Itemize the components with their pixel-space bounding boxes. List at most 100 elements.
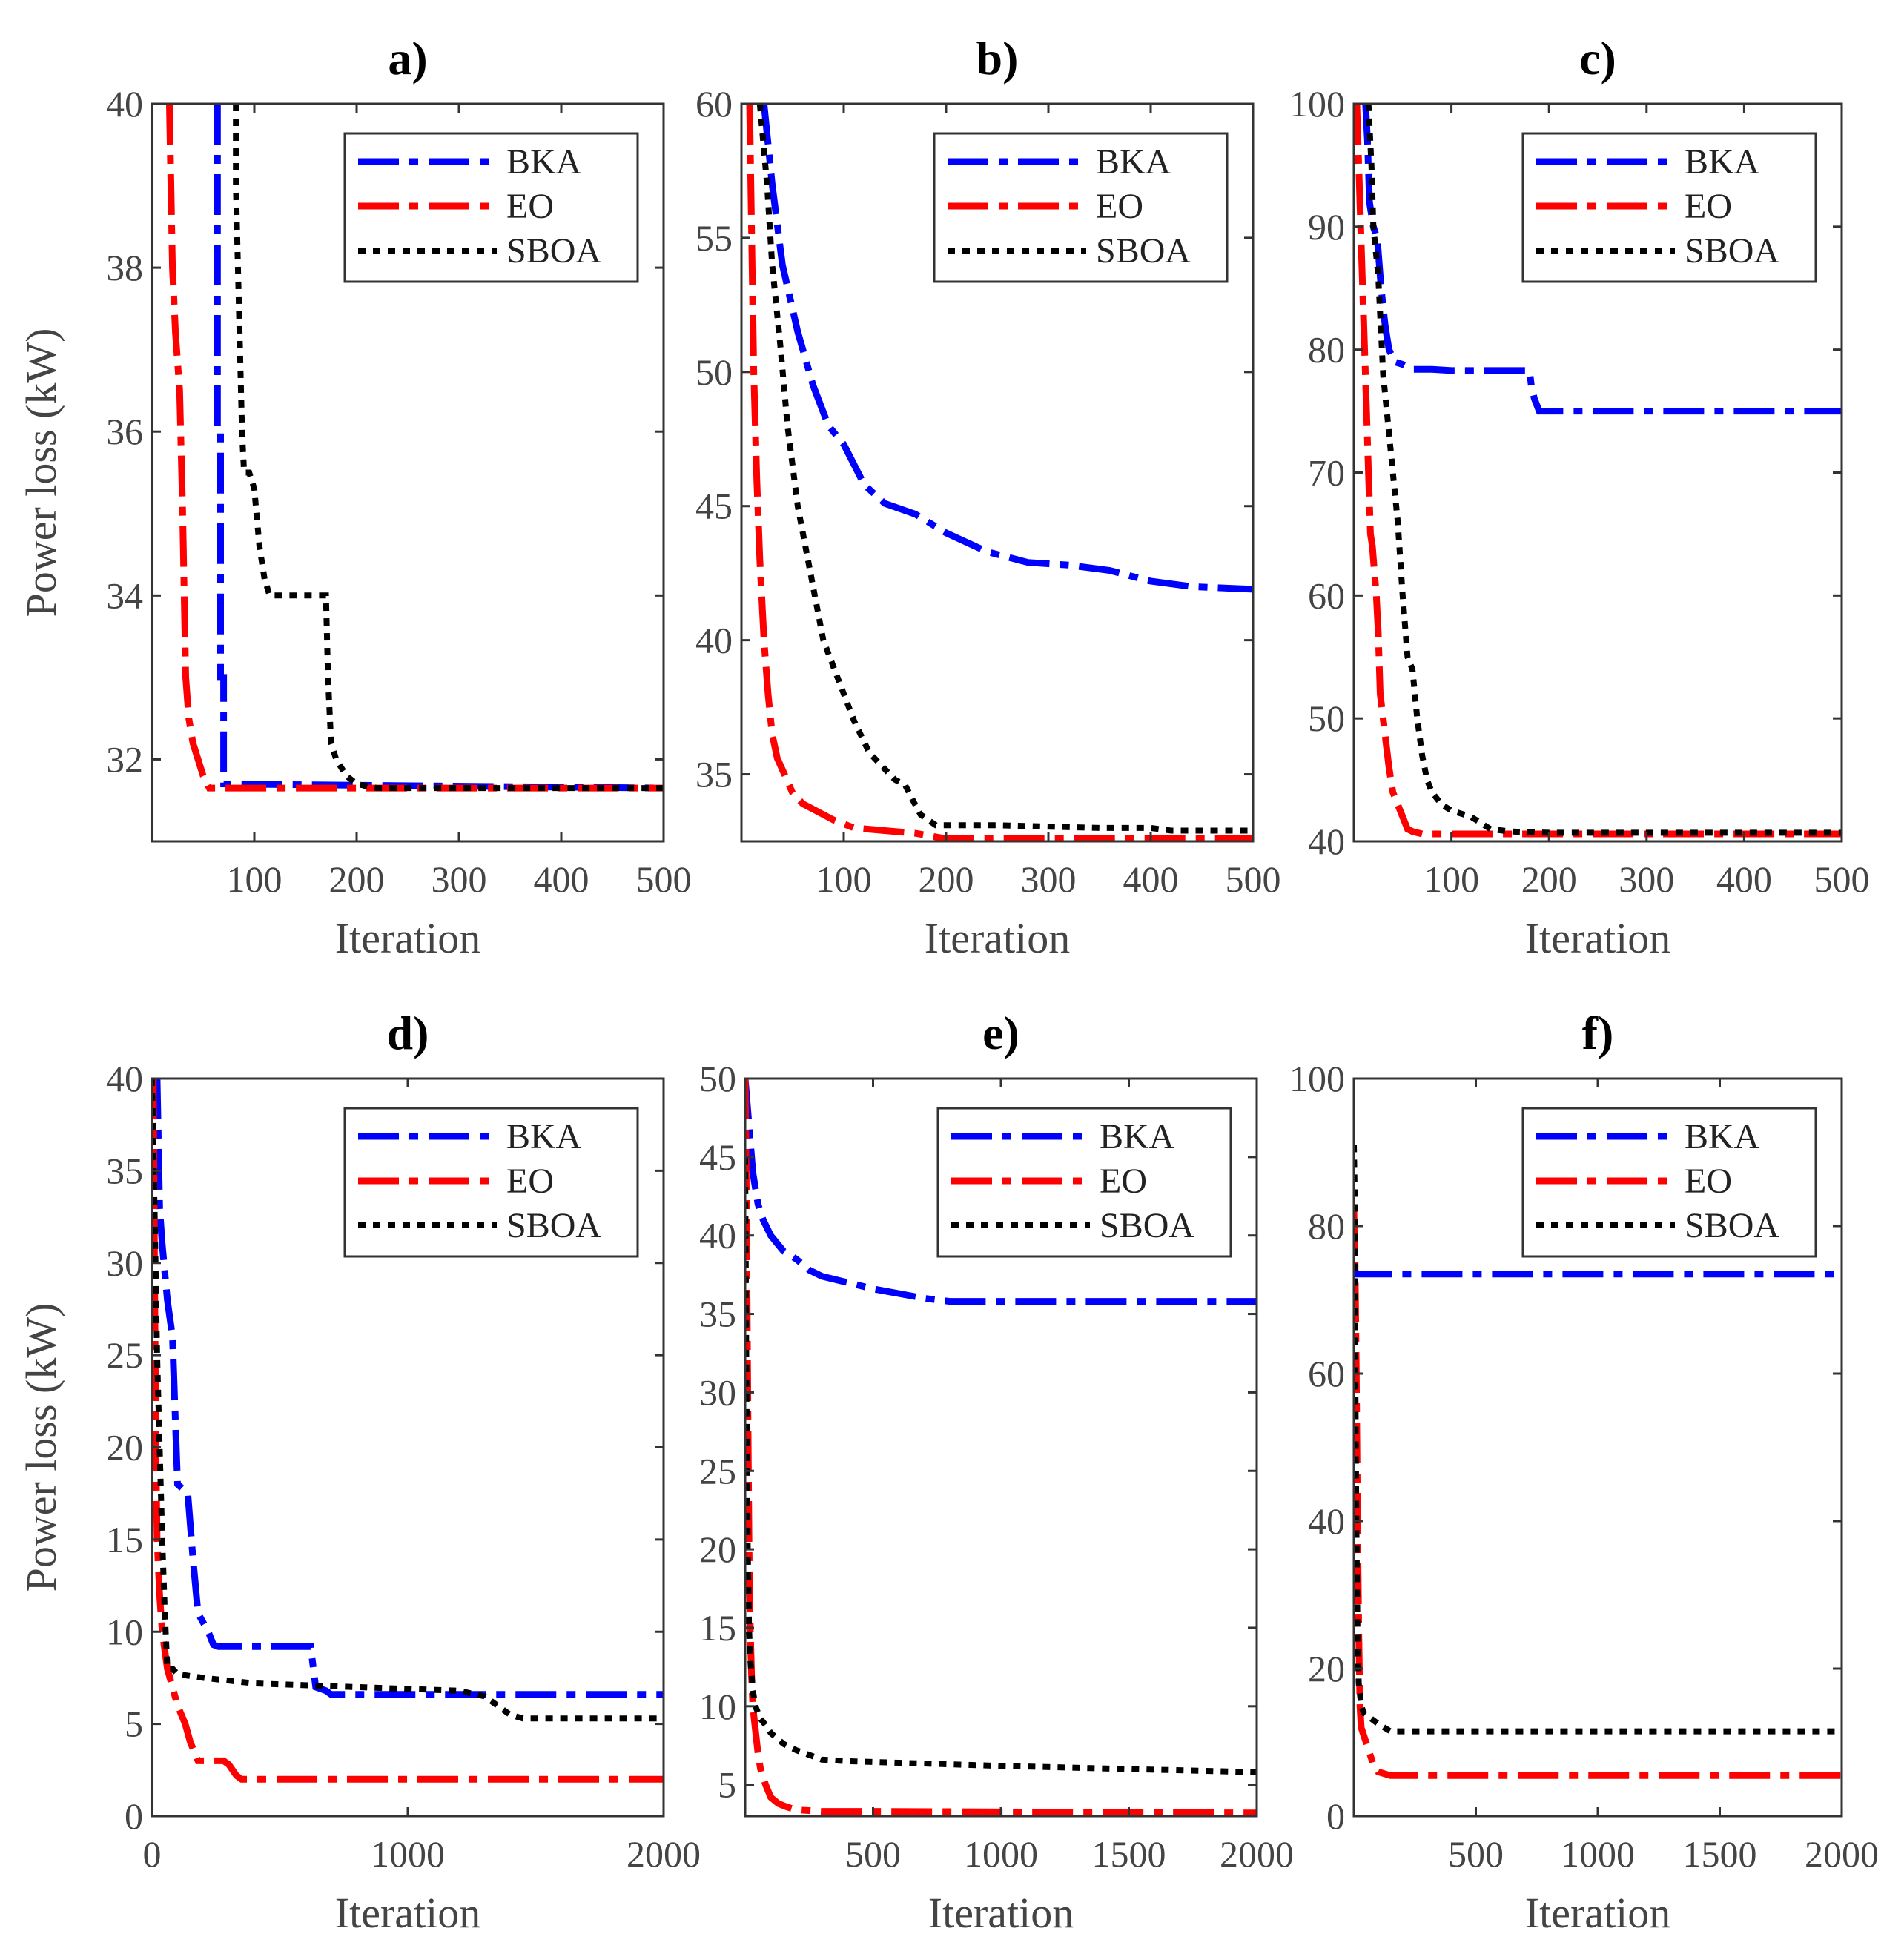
- x-axis-label: Iteration: [925, 914, 1070, 962]
- series-line-eo: [152, 1079, 664, 1783]
- legend-label-sboa: SBOA: [1096, 231, 1191, 271]
- x-tick-label: 500: [1814, 858, 1870, 900]
- x-tick-label: 1000: [371, 1833, 445, 1875]
- x-axis-label: Iteration: [1525, 1889, 1670, 1937]
- x-axis-label: Iteration: [928, 1889, 1074, 1937]
- legend-label-bka: BKA: [1685, 1117, 1760, 1156]
- y-tick-label: 34: [106, 574, 143, 616]
- legend-label-eo: EO: [1685, 1162, 1732, 1201]
- chart-title: a): [388, 32, 427, 85]
- chart-title: b): [976, 32, 1019, 85]
- y-tick-label: 35: [695, 754, 733, 795]
- series-line-eo: [745, 1079, 1257, 1816]
- series-group: [166, 104, 664, 792]
- series-line-eo: [1354, 1211, 1842, 1779]
- y-tick-label: 100: [1289, 83, 1345, 125]
- y-tick-label: 15: [106, 1519, 143, 1560]
- y-tick-label: 50: [699, 1058, 736, 1099]
- y-tick-label: 36: [106, 411, 143, 452]
- chart-title: c): [1579, 32, 1616, 85]
- series-line-bka: [760, 104, 1253, 593]
- y-tick-label: 60: [1308, 1353, 1345, 1394]
- y-tick-label: 45: [699, 1136, 736, 1178]
- series-group: [1354, 104, 1842, 838]
- y-tick-label: 5: [718, 1764, 736, 1806]
- legend-label-bka: BKA: [1096, 142, 1171, 182]
- subplot-a: 32 34 36 38 40 100 200 300 400 500 a) Iteration Powe…: [17, 32, 692, 962]
- series-line-bka: [214, 104, 664, 792]
- y-tick-label: 40: [1308, 821, 1345, 862]
- series-line-bka: [1362, 104, 1842, 415]
- subplot-b: 35 40 45 50 55 60 100 200 300 400 500 b) Iteration BK…: [695, 32, 1281, 962]
- legend-label-sboa: SBOA: [1100, 1206, 1194, 1245]
- x-tick-label: 0: [143, 1833, 162, 1875]
- y-tick-label: 90: [1308, 206, 1345, 248]
- subplot-e: 5 10 15 20 25 30 35 40 45 50 500 1000 1500 2000 e) Iter…: [699, 1007, 1294, 1937]
- legend-label-sboa: SBOA: [506, 1206, 601, 1245]
- legend-label-eo: EO: [1100, 1162, 1147, 1201]
- y-tick-label: 15: [699, 1607, 736, 1649]
- series-line-eo: [1354, 104, 1842, 838]
- y-tick-label: 100: [1289, 1058, 1345, 1099]
- series-line-eo: [746, 104, 1253, 841]
- y-tick-label: 30: [106, 1242, 143, 1284]
- x-tick-label: 1500: [1092, 1833, 1166, 1875]
- y-tick-label: 10: [106, 1611, 143, 1652]
- x-tick-label: 100: [227, 858, 282, 900]
- y-tick-label: 80: [1308, 1205, 1345, 1247]
- chart-title: e): [982, 1007, 1019, 1059]
- series-line-sboa: [233, 104, 664, 792]
- y-tick-label: 45: [695, 486, 733, 527]
- series-line-eo: [166, 104, 664, 792]
- x-tick-label: 2000: [1805, 1833, 1879, 1875]
- legend-label-bka: BKA: [1100, 1117, 1175, 1156]
- x-tick-label: 1000: [964, 1833, 1038, 1875]
- legend-label-bka: BKA: [506, 142, 582, 182]
- y-tick-label: 0: [125, 1795, 143, 1837]
- axes-box: [740, 102, 1255, 843]
- x-tick-label: 500: [636, 858, 692, 900]
- series-group: [746, 104, 1253, 841]
- axes-box: [151, 102, 665, 843]
- series-group: [745, 1079, 1257, 1816]
- y-tick-label: 20: [106, 1427, 143, 1468]
- subplot-d: 0 5 10 15 20 25 30 35 40 0 1000 2000 d) Iteration Powe…: [17, 1007, 701, 1937]
- y-axis-label: Power loss (kW): [17, 1303, 65, 1592]
- legend-label-eo: EO: [1096, 187, 1143, 226]
- y-tick-label: 70: [1308, 452, 1345, 494]
- y-tick-label: 80: [1308, 329, 1345, 371]
- y-tick-label: 20: [699, 1529, 736, 1570]
- series-line-sboa: [756, 104, 1253, 834]
- series-line-sboa: [152, 1079, 664, 1722]
- x-tick-label: 2000: [1220, 1833, 1294, 1875]
- x-tick-label: 300: [432, 858, 487, 900]
- y-axis-label: Power loss (kW): [17, 328, 65, 617]
- y-tick-label: 40: [699, 1215, 736, 1256]
- x-tick-label: 500: [1226, 858, 1281, 900]
- legend-label-eo: EO: [506, 187, 554, 226]
- x-tick-label: 200: [329, 858, 385, 900]
- y-tick-label: 40: [1308, 1500, 1345, 1542]
- subplot-c: 40 50 60 70 80 90 100 100 200 300 400 500 c) Iteratio…: [1289, 32, 1870, 962]
- x-tick-label: 400: [1716, 858, 1772, 900]
- x-tick-label: 200: [919, 858, 974, 900]
- series-line-sboa: [1354, 1145, 1842, 1735]
- legend-label-bka: BKA: [506, 1117, 582, 1156]
- y-tick-label: 35: [699, 1294, 736, 1335]
- legend: BKA EO SBOA: [1521, 132, 1817, 283]
- y-tick-label: 32: [106, 738, 143, 780]
- y-tick-label: 60: [695, 83, 733, 125]
- y-tick-label: 20: [1308, 1648, 1345, 1689]
- legend-label-sboa: SBOA: [506, 231, 601, 271]
- y-tick-label: 25: [106, 1334, 143, 1376]
- legend-label-sboa: SBOA: [1685, 231, 1779, 271]
- x-tick-label: 300: [1619, 858, 1674, 900]
- series-line-bka: [745, 1079, 1257, 1305]
- y-tick-label: 35: [106, 1150, 143, 1191]
- legend-label-sboa: SBOA: [1685, 1206, 1779, 1245]
- y-tick-label: 0: [1326, 1795, 1345, 1837]
- y-tick-label: 55: [695, 217, 733, 259]
- legend: BKA EO SBOA: [1521, 1107, 1817, 1258]
- y-tick-label: 40: [695, 620, 733, 661]
- y-tick-label: 30: [699, 1371, 736, 1413]
